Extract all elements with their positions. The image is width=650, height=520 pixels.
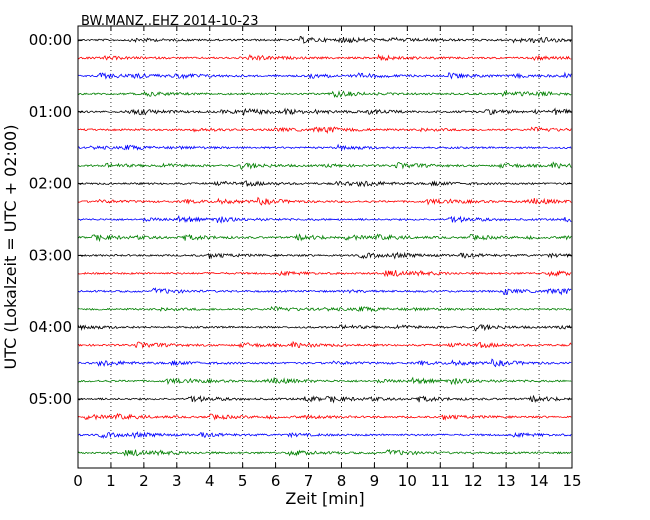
trace-0045 <box>77 89 572 98</box>
trace-0445 <box>77 376 572 386</box>
trace-0515 <box>77 412 572 421</box>
x-tick-label: 4 <box>205 472 215 490</box>
trace-0530 <box>77 431 572 440</box>
y-tick-label: 02:00 <box>29 175 72 193</box>
y-tick-label: 01:00 <box>29 103 72 121</box>
x-tick-label: 5 <box>238 472 248 490</box>
y-axis-label: UTC (Lokalzeit = UTC + 02:00) <box>1 125 20 370</box>
y-tick-label: 00:00 <box>29 31 72 49</box>
trace-0100 <box>77 107 572 116</box>
x-tick-label: 10 <box>398 472 417 490</box>
trace-0415 <box>77 340 572 350</box>
x-tick-label: 0 <box>73 472 83 490</box>
x-tick-label: 2 <box>139 472 149 490</box>
x-axis: 0 1 2 3 4 5 6 7 8 9 10 11 12 13 14 15 <box>73 26 582 490</box>
trace-0400 <box>77 324 572 332</box>
x-tick-label: 3 <box>172 472 182 490</box>
x-tick-label: 7 <box>304 472 314 490</box>
x-tick-label: 6 <box>271 472 281 490</box>
trace-0115 <box>77 126 572 134</box>
x-tick-label: 1 <box>106 472 116 490</box>
trace-group <box>77 36 572 457</box>
y-tick-label: 05:00 <box>29 390 72 408</box>
x-tick-label: 8 <box>337 472 347 490</box>
x-tick-label: 15 <box>562 472 581 490</box>
trace-0315 <box>77 269 572 278</box>
trace-0300 <box>77 251 572 260</box>
trace-0345 <box>77 306 572 313</box>
trace-0015 <box>77 53 572 62</box>
x-axis-label: Zeit [min] <box>285 489 364 508</box>
x-tick-label: 14 <box>530 472 549 490</box>
trace-0500 <box>77 394 572 404</box>
trace-0200 <box>77 180 572 188</box>
trace-0430 <box>77 358 572 368</box>
trace-0030 <box>77 71 572 80</box>
x-tick-label: 13 <box>497 472 516 490</box>
grid-lines <box>110 26 540 468</box>
y-tick-label: 03:00 <box>29 246 72 264</box>
trace-0145 <box>77 161 572 171</box>
x-tick-label: 9 <box>370 472 380 490</box>
trace-0000 <box>77 36 572 44</box>
trace-0230 <box>77 215 572 224</box>
trace-0245 <box>77 233 572 243</box>
plot-frame <box>77 25 573 469</box>
chart-title: BW.MANZ..EHZ 2014-10-23 <box>81 14 259 29</box>
y-tick-label: 04:00 <box>29 318 72 336</box>
trace-0215 <box>77 196 572 206</box>
trace-0130 <box>77 143 572 152</box>
y-axis: 00:00 01:00 02:00 03:00 04:00 05:00 <box>29 31 572 408</box>
x-tick-label: 11 <box>431 472 450 490</box>
trace-0545 <box>77 448 572 457</box>
x-tick-label: 12 <box>464 472 483 490</box>
trace-0330 <box>77 287 572 296</box>
